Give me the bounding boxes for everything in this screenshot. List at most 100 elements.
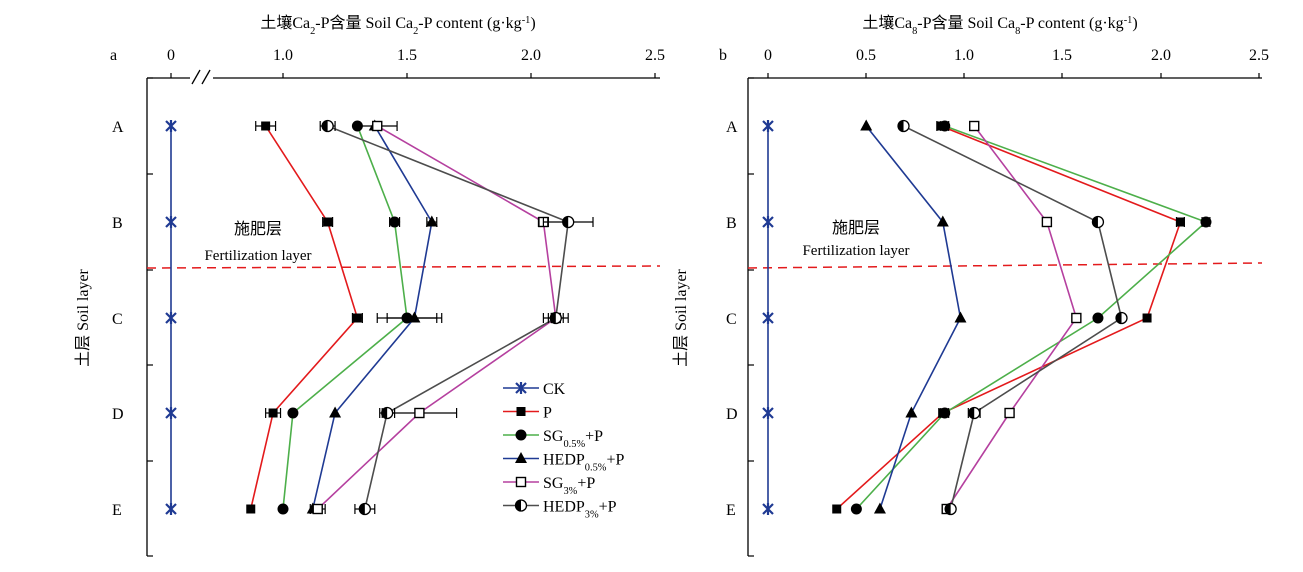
data-point (165, 312, 177, 324)
fertilization-boundary-line (747, 262, 1263, 269)
data-point (352, 313, 362, 323)
x-tick-label: 1.0 (954, 47, 974, 64)
data-point (323, 217, 333, 227)
data-point-fill (562, 216, 569, 228)
data-point (268, 408, 278, 418)
annotation-zh: 施肥层 (832, 219, 880, 237)
data-point (165, 407, 177, 419)
data-point (762, 120, 774, 132)
legend-item: HEDP3%+P (503, 499, 617, 521)
axis-break-mark (191, 69, 201, 85)
data-point (261, 121, 271, 131)
data-point (277, 503, 289, 515)
x-tick-label: 2.0 (1151, 47, 1171, 64)
data-point (762, 407, 774, 419)
chart-title-part: 2 (310, 26, 315, 37)
chart-title-part: -1 (1124, 15, 1133, 26)
legend-label-part: 0.5% (563, 439, 585, 450)
data-point (1142, 313, 1152, 323)
category-label: B (726, 215, 737, 232)
legend-item: SG3%+P (503, 475, 595, 497)
data-point (165, 216, 177, 228)
data-point-fill (359, 503, 365, 515)
category-label: B (112, 215, 123, 232)
data-point (408, 311, 421, 323)
x-tick-label: 0 (167, 47, 175, 64)
category-label: A (112, 119, 124, 136)
legend-label-part: 3% (563, 486, 577, 497)
data-point (1115, 311, 1128, 325)
legend-label: HEDP3%+P (543, 499, 617, 521)
legend-marker (515, 382, 527, 394)
data-point-fill (968, 407, 975, 419)
data-point (969, 120, 980, 132)
legend-item: CK (503, 381, 566, 398)
data-point-fill (381, 407, 388, 419)
data-point (860, 119, 873, 131)
data-point (1071, 312, 1082, 324)
category-label: C (112, 311, 123, 328)
chart-title-part: 土壤Ca (260, 13, 310, 32)
category-label: C (726, 311, 737, 328)
x-tick-label: 0.5 (856, 47, 876, 64)
category-label: D (112, 406, 124, 423)
data-point (936, 215, 949, 227)
data-point-fill (1092, 216, 1098, 228)
legend-label: HEDP0.5%+P (543, 452, 624, 474)
data-point-fill (1116, 312, 1122, 324)
chart-title-part: 2 (413, 26, 418, 37)
legend-marker (515, 452, 527, 463)
legend-item: HEDP0.5%+P (503, 452, 624, 474)
annotation-en: Fertilization layer (204, 248, 311, 264)
chart-title-part: ) (1132, 15, 1137, 32)
data-point (762, 216, 774, 228)
data-point (897, 119, 910, 133)
series-line-4 (946, 125, 1078, 510)
chart-title-part: -P含量 Soil Ca (917, 14, 1015, 32)
data-point (1041, 216, 1053, 228)
legend-label-part: CK (543, 381, 566, 398)
category-label: E (112, 502, 122, 519)
legend-label: SG3%+P (543, 475, 595, 497)
legend-label-part: 3% (585, 509, 599, 520)
legend-label-part: HEDP (543, 499, 585, 516)
data-point (312, 503, 323, 515)
data-point (389, 216, 401, 228)
panel-label: a (110, 47, 117, 64)
legend-label: P (543, 405, 552, 422)
chart-title-part: 土壤Ca (862, 13, 912, 32)
category-label: D (726, 406, 738, 423)
y-axis-label: 土层 Soil layer (672, 268, 690, 366)
data-point-fill (550, 312, 556, 324)
chart-title-part: 8 (912, 26, 917, 37)
legend-label-part: P (543, 405, 552, 422)
data-point (1175, 217, 1185, 227)
data-point (939, 120, 951, 132)
x-tick-label: 0 (764, 47, 772, 64)
series-line-5 (903, 125, 1123, 510)
data-point (873, 502, 886, 514)
data-point (1200, 216, 1212, 228)
x-tick-label: 2.5 (645, 47, 665, 64)
data-point (329, 406, 342, 418)
series-line-1 (249, 125, 359, 510)
data-point (762, 503, 774, 515)
data-point (246, 504, 256, 514)
series-line-2 (855, 125, 1208, 510)
data-point (165, 120, 177, 132)
chart-title: 土壤Ca8-P含量 Soil Ca8-P content (g·kg-1) (862, 13, 1137, 37)
data-point-fill (945, 503, 951, 515)
data-point-fill (898, 120, 904, 132)
x-tick-label: 1.5 (1052, 47, 1072, 64)
data-point (562, 215, 575, 229)
legend-item: SG0.5%+P (503, 428, 603, 450)
data-point (968, 406, 981, 420)
legend-label-part: HEDP (543, 452, 585, 469)
data-point (372, 120, 383, 132)
data-point-fill (322, 120, 328, 132)
data-point (944, 502, 957, 516)
legend-label: SG0.5%+P (543, 428, 603, 450)
x-tick-label: 2.0 (521, 47, 541, 64)
